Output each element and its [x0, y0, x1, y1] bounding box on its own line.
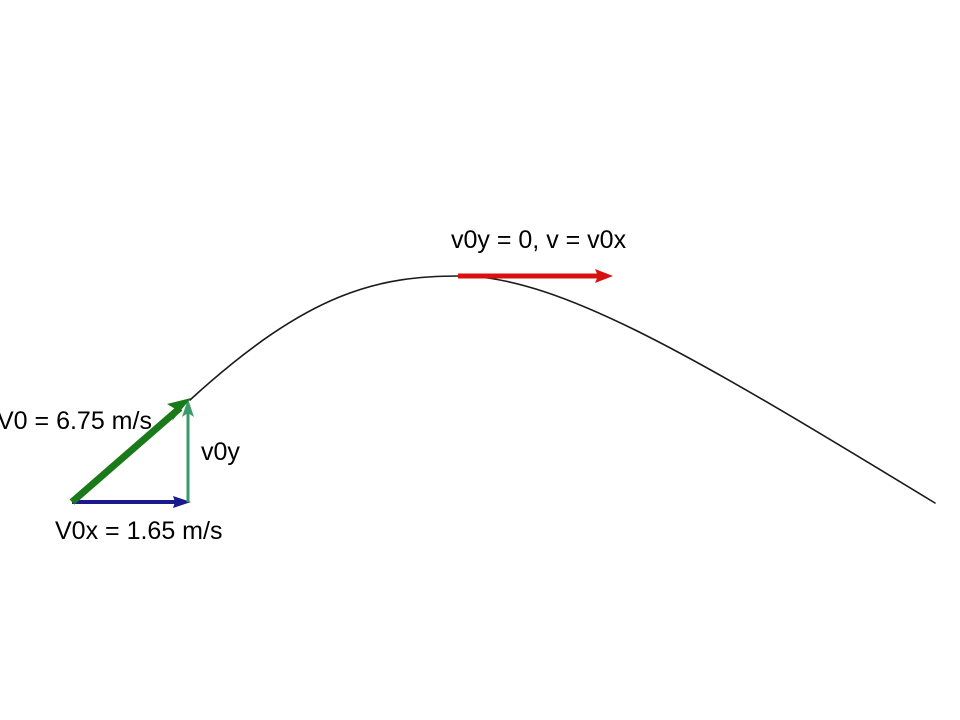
vertical-velocity-arrowhead	[182, 399, 194, 417]
vertical-velocity-label: v0y	[201, 438, 240, 466]
initial-velocity-vector	[69, 398, 191, 505]
horizontal-velocity-label: V0x = 1.65 m/s	[55, 517, 223, 545]
apex-velocity-arrowhead	[595, 269, 613, 283]
horizontal-velocity-arrowhead	[173, 496, 191, 508]
apex-condition-label: v0y = 0, v = v0x	[451, 226, 627, 254]
apex-velocity-vector	[458, 269, 613, 283]
trajectory-curve	[189, 275, 936, 504]
initial-velocity-shaft	[69, 405, 183, 505]
initial-velocity-arrowhead	[167, 398, 191, 421]
initial-velocity-label: V0 = 6.75 m/s	[0, 407, 152, 435]
horizontal-velocity-vector	[72, 496, 191, 508]
vertical-velocity-vector	[182, 399, 194, 502]
